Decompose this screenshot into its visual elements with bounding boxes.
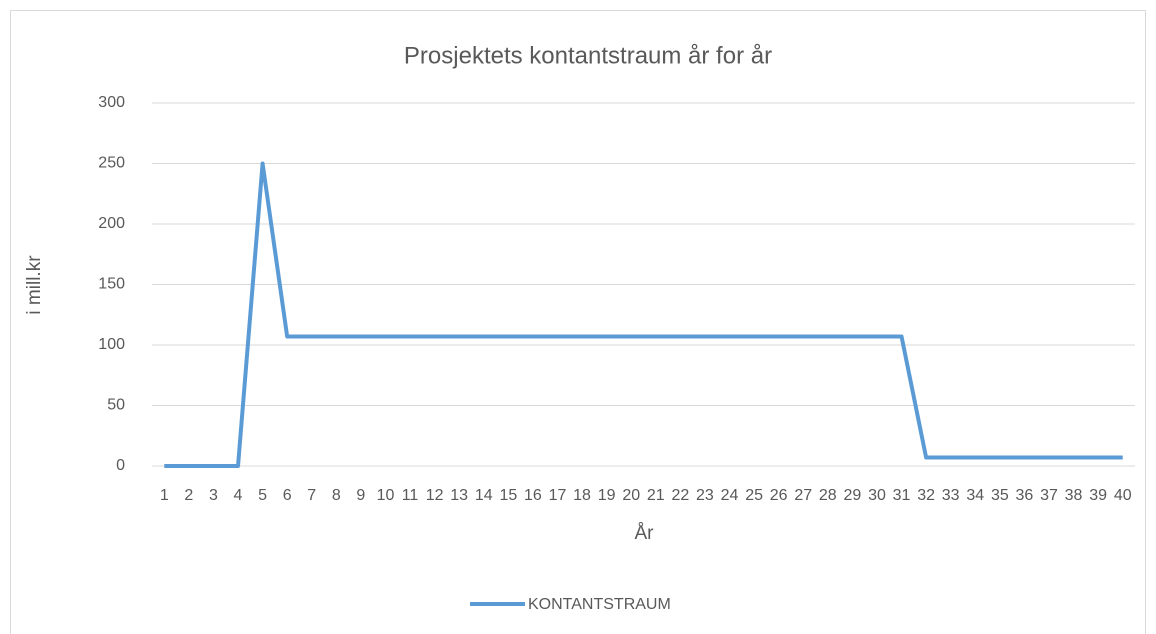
x-tick-label: 35: [991, 487, 1009, 504]
x-tick-label: 40: [1114, 487, 1132, 504]
x-tick-label: 32: [917, 487, 935, 504]
y-tick-label: 100: [98, 336, 125, 353]
y-tick-label: 150: [98, 276, 125, 293]
x-tick-label: 8: [332, 487, 341, 504]
x-tick-label: 16: [524, 487, 542, 504]
x-tick-label: 27: [794, 487, 812, 504]
chart-border: [10, 10, 1146, 634]
x-tick-label: 17: [549, 487, 567, 504]
x-tick-label: 20: [622, 487, 640, 504]
x-tick-label: 24: [721, 487, 739, 504]
x-tick-label: 26: [770, 487, 788, 504]
x-tick-label: 9: [356, 487, 365, 504]
x-tick-label: 5: [258, 487, 267, 504]
y-tick-label: 0: [116, 457, 125, 474]
x-tick-label: 30: [868, 487, 886, 504]
x-tick-label: 36: [1016, 487, 1034, 504]
x-tick-label: 6: [283, 487, 292, 504]
x-tick-label: 38: [1065, 487, 1083, 504]
x-tick-label: 10: [377, 487, 395, 504]
x-tick-label: 23: [696, 487, 714, 504]
x-tick-label: 13: [450, 487, 468, 504]
x-tick-label: 3: [209, 487, 218, 504]
x-tick-label: 31: [893, 487, 911, 504]
x-tick-label: 25: [745, 487, 763, 504]
x-tick-label: 1: [160, 487, 169, 504]
y-tick-label: 250: [98, 155, 125, 172]
y-tick-label: 300: [98, 94, 125, 111]
x-tick-label: 18: [573, 487, 591, 504]
y-tick-label: 50: [107, 397, 125, 414]
x-tick-label: 28: [819, 487, 837, 504]
x-tick-label: 15: [499, 487, 517, 504]
x-tick-label: 4: [234, 487, 243, 504]
chart-title: Prosjektets kontantstraum år for år: [404, 42, 772, 69]
x-tick-label: 21: [647, 487, 665, 504]
x-tick-label: 11: [402, 487, 419, 504]
x-tick-label: 19: [598, 487, 616, 504]
x-tick-label: 22: [671, 487, 689, 504]
x-axis-label: År: [635, 523, 655, 544]
x-tick-label: 33: [942, 487, 960, 504]
x-tick-label: 2: [184, 487, 193, 504]
x-tick-label: 14: [475, 487, 493, 504]
x-tick-label: 37: [1040, 487, 1058, 504]
x-tick-label: 29: [843, 487, 861, 504]
x-tick-label: 34: [966, 487, 984, 504]
legend-label: KONTANTSTRAUM: [528, 596, 671, 613]
y-tick-label: 200: [98, 215, 125, 232]
x-tick-label: 39: [1089, 487, 1107, 504]
y-axis-label: i mill.kr: [24, 255, 45, 315]
data-line: [164, 161, 1123, 468]
x-tick-label: 12: [426, 487, 444, 504]
x-tick-label: 7: [307, 487, 316, 504]
